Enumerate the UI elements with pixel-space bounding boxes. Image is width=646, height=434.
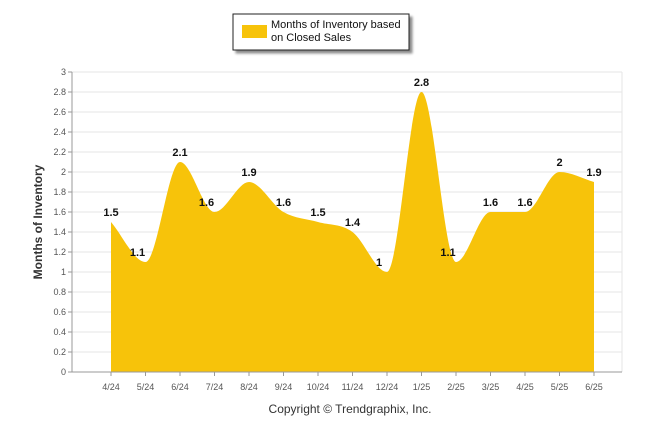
y-tick-label: 2.4 — [53, 127, 66, 137]
y-tick-label: 0.8 — [53, 287, 66, 297]
data-label: 1.9 — [241, 167, 256, 179]
y-tick-label: 0.2 — [53, 347, 66, 357]
y-tick-label: 2.8 — [53, 87, 66, 97]
x-tick-label: 1/25 — [413, 382, 431, 392]
data-label: 1.6 — [199, 197, 214, 209]
x-tick-label: 6/24 — [171, 382, 189, 392]
data-label: 2.1 — [172, 147, 187, 159]
x-tick-label: 2/25 — [447, 382, 465, 392]
data-label: 1.1 — [440, 247, 455, 259]
axes — [68, 71, 622, 376]
y-tick-label: 0 — [61, 367, 66, 377]
data-label: 1.9 — [586, 167, 601, 179]
x-tick-label: 5/24 — [137, 382, 155, 392]
y-tick-label: 0.4 — [53, 327, 66, 337]
x-tick-label: 4/25 — [516, 382, 534, 392]
legend-swatch — [242, 25, 267, 38]
data-label: 1.5 — [103, 207, 118, 219]
x-tick-label: 4/24 — [102, 382, 120, 392]
x-tick-label: 3/25 — [482, 382, 500, 392]
y-tick-label: 0.6 — [53, 307, 66, 317]
y-tick-label: 1.2 — [53, 247, 66, 257]
data-label: 2.8 — [414, 77, 429, 89]
y-tick-label: 2.6 — [53, 107, 66, 117]
data-label: 1.6 — [276, 197, 291, 209]
y-axis-title: Months of Inventory — [31, 164, 45, 279]
x-tick-label: 10/24 — [307, 382, 330, 392]
y-tick-label: 2.2 — [53, 147, 66, 157]
area-series — [111, 92, 594, 372]
copyright-text: Copyright © Trendgraphix, Inc. — [269, 402, 432, 416]
y-tick-label: 1 — [61, 267, 66, 277]
legend: Months of Inventory based on Closed Sale… — [232, 13, 410, 51]
y-tick-labels: 0 0.2 0.4 0.6 0.8 1 1.2 1.4 1.6 1.8 2 2.2 2.4 2.6 2.8 3 — [53, 67, 66, 377]
data-label: 1.1 — [130, 247, 145, 259]
area-fill — [111, 92, 594, 372]
data-label: 1.6 — [483, 197, 498, 209]
x-tick-label: 7/24 — [206, 382, 224, 392]
x-tick-label: 8/24 — [240, 382, 258, 392]
legend-label-line-2: on Closed Sales — [271, 32, 352, 44]
y-tick-label: 3 — [61, 67, 66, 77]
data-label: 1.5 — [310, 207, 325, 219]
x-tick-label: 11/24 — [342, 382, 364, 392]
legend-label-line-1: Months of Inventory based — [271, 19, 401, 31]
data-label: 2 — [556, 157, 562, 169]
y-tick-label: 2 — [61, 167, 66, 177]
data-label: 1 — [376, 257, 382, 269]
x-tick-labels: 4/24 5/24 6/24 7/24 8/24 9/24 10/24 11/24 12/24 1… — [102, 382, 603, 392]
y-tick-label: 1.4 — [53, 227, 66, 237]
data-labels: 1.5 1.1 2.1 1.6 1.9 1.6 1.5 1.4 1 2.8 1.1 1.6 1.6 2 1.… — [103, 77, 601, 269]
data-label: 1.4 — [345, 217, 361, 229]
x-tick-label: 5/25 — [551, 382, 569, 392]
y-tick-label: 1.8 — [53, 187, 66, 197]
y-tick-label: 1.6 — [53, 207, 66, 217]
x-tick-label: 6/25 — [585, 382, 603, 392]
data-label: 1.6 — [517, 197, 532, 209]
x-tick-label: 12/24 — [376, 382, 399, 392]
x-tick-label: 9/24 — [275, 382, 293, 392]
